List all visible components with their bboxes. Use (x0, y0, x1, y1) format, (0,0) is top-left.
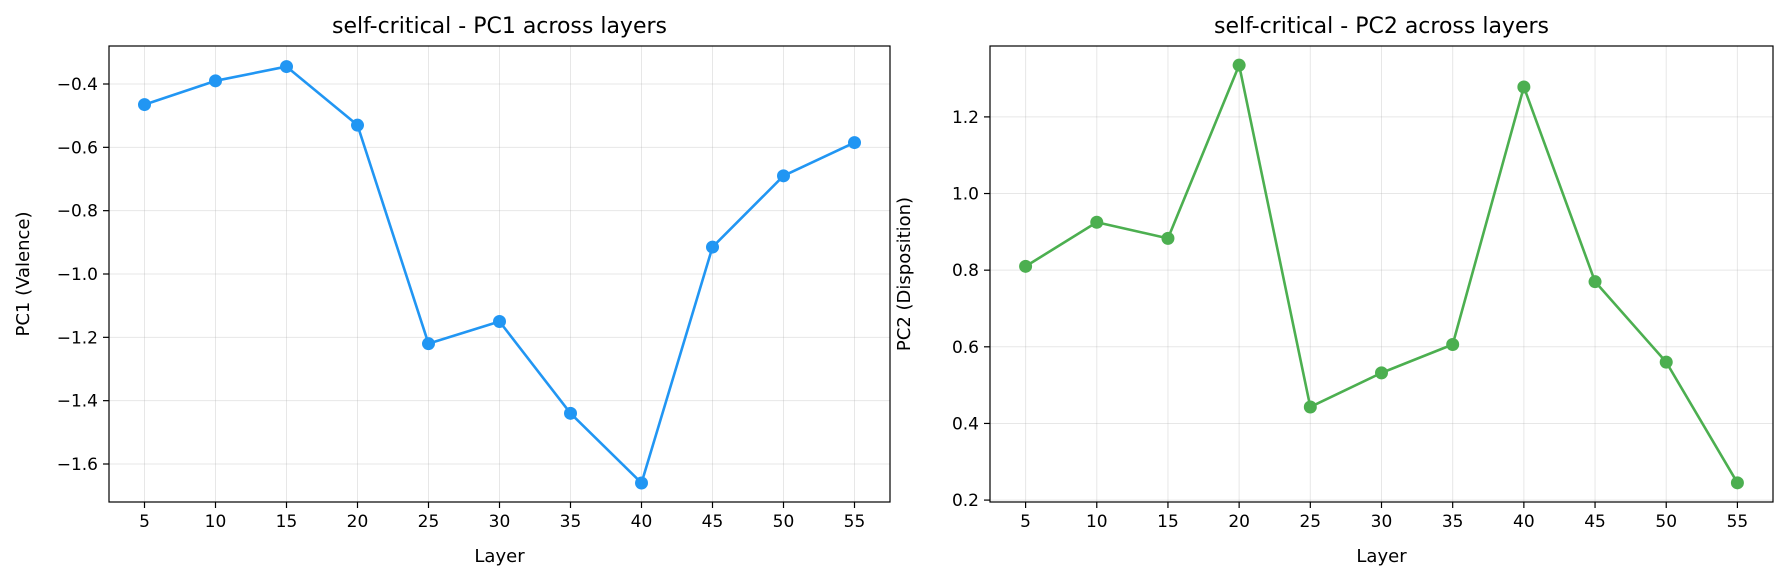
pc2-chart-title: self-critical - PC2 across layers (1214, 14, 1549, 39)
pc1-x-tick-label: 50 (773, 512, 795, 532)
pc2-x-tick-label: 55 (1727, 512, 1749, 532)
pc1-y-tick-label: −1.0 (57, 265, 98, 285)
pc1-x-axis-label: Layer (474, 546, 525, 567)
pc2-data-point (1303, 400, 1317, 414)
pc2-data-point (1090, 215, 1104, 229)
pc1-x-tick-label: 55 (844, 512, 866, 532)
pc2-x-tick-label: 50 (1655, 512, 1677, 532)
pc2-data-point (1730, 476, 1744, 490)
pc1-data-point (493, 315, 506, 328)
pc2-x-tick-label: 30 (1371, 512, 1393, 532)
pc1-chart-title: self-critical - PC1 across layers (332, 14, 667, 39)
pc2-chart-panel: 5 10 15 20 25 30 35 40 45 50 55 0.2 0.4 0.6 0.8 1.0 1.2 s… (894, 14, 1774, 567)
pc2-y-tick-label: 0.2 (952, 491, 979, 511)
pc2-y-tick-label: 1.0 (952, 185, 979, 205)
pc1-data-point (777, 169, 790, 183)
pc2-x-tick-label: 45 (1584, 512, 1606, 532)
pc2-data-point (1588, 275, 1602, 289)
pc2-x-tick-label: 40 (1513, 512, 1535, 532)
pc2-x-tick-label: 5 (1020, 512, 1031, 532)
pc2-data-point (1232, 58, 1246, 72)
pc1-x-tick-label: 45 (702, 512, 724, 532)
pc1-y-tick-label: −0.8 (57, 202, 98, 222)
pc1-x-tick-label: 30 (489, 512, 511, 532)
pc2-x-tick-label: 15 (1157, 512, 1179, 532)
pc1-y-tick-label: −0.4 (57, 75, 98, 95)
pc1-data-point (848, 136, 861, 150)
pc2-x-axis-label: Layer (1356, 546, 1407, 567)
pc2-x-tick-label: 10 (1086, 512, 1108, 532)
pc1-data-point (138, 98, 151, 112)
pc2-data-point (1375, 366, 1388, 380)
pc2-data-point (1446, 338, 1460, 352)
pc1-x-tick-label: 20 (347, 512, 369, 532)
pc1-chart-panel: 5 10 15 20 25 30 35 40 45 50 55 −1.6 −1.4 −1.2 −1.0 −0.… (13, 14, 891, 567)
pc1-x-tick-label: 5 (139, 512, 150, 532)
pc1-data-point (280, 60, 293, 74)
pc2-y-axis-label: PC2 (Disposition) (894, 197, 915, 351)
pc2-y-tick-label: 0.8 (952, 261, 979, 281)
pc2-y-tick-label: 0.6 (952, 338, 979, 358)
pc2-x-tick-label: 35 (1442, 512, 1464, 532)
pc1-y-tick-label: −1.6 (57, 455, 98, 475)
pc2-y-tick-label: 1.2 (952, 108, 979, 128)
pc1-data-point (706, 240, 719, 254)
pc1-data-point (635, 476, 648, 490)
pc1-data-point (422, 337, 435, 351)
pc1-data-point (564, 406, 577, 420)
pc2-data-point (1161, 231, 1175, 245)
pc1-y-tick-label: −0.6 (57, 138, 98, 158)
pc1-x-tick-label: 10 (205, 512, 227, 532)
pc1-x-tick-label: 15 (276, 512, 298, 532)
pc2-y-tick-label: 0.4 (952, 414, 979, 434)
pc1-x-tick-label: 40 (631, 512, 653, 532)
pc2-data-point (1019, 259, 1033, 273)
pc1-y-tick-label: −1.2 (57, 328, 98, 348)
pc2-data-point (1517, 80, 1531, 94)
pc1-y-tick-label: −1.4 (57, 392, 98, 412)
pc1-y-axis-label: PC1 (Valence) (13, 211, 34, 336)
pc2-x-tick-label: 20 (1228, 512, 1250, 532)
pc2-x-tick-label: 25 (1299, 512, 1321, 532)
pc1-x-tick-label: 35 (560, 512, 582, 532)
pc1-data-point (209, 74, 222, 88)
pc1-x-tick-label: 25 (418, 512, 440, 532)
pc2-data-point (1659, 355, 1673, 369)
pc1-data-point (351, 118, 364, 132)
